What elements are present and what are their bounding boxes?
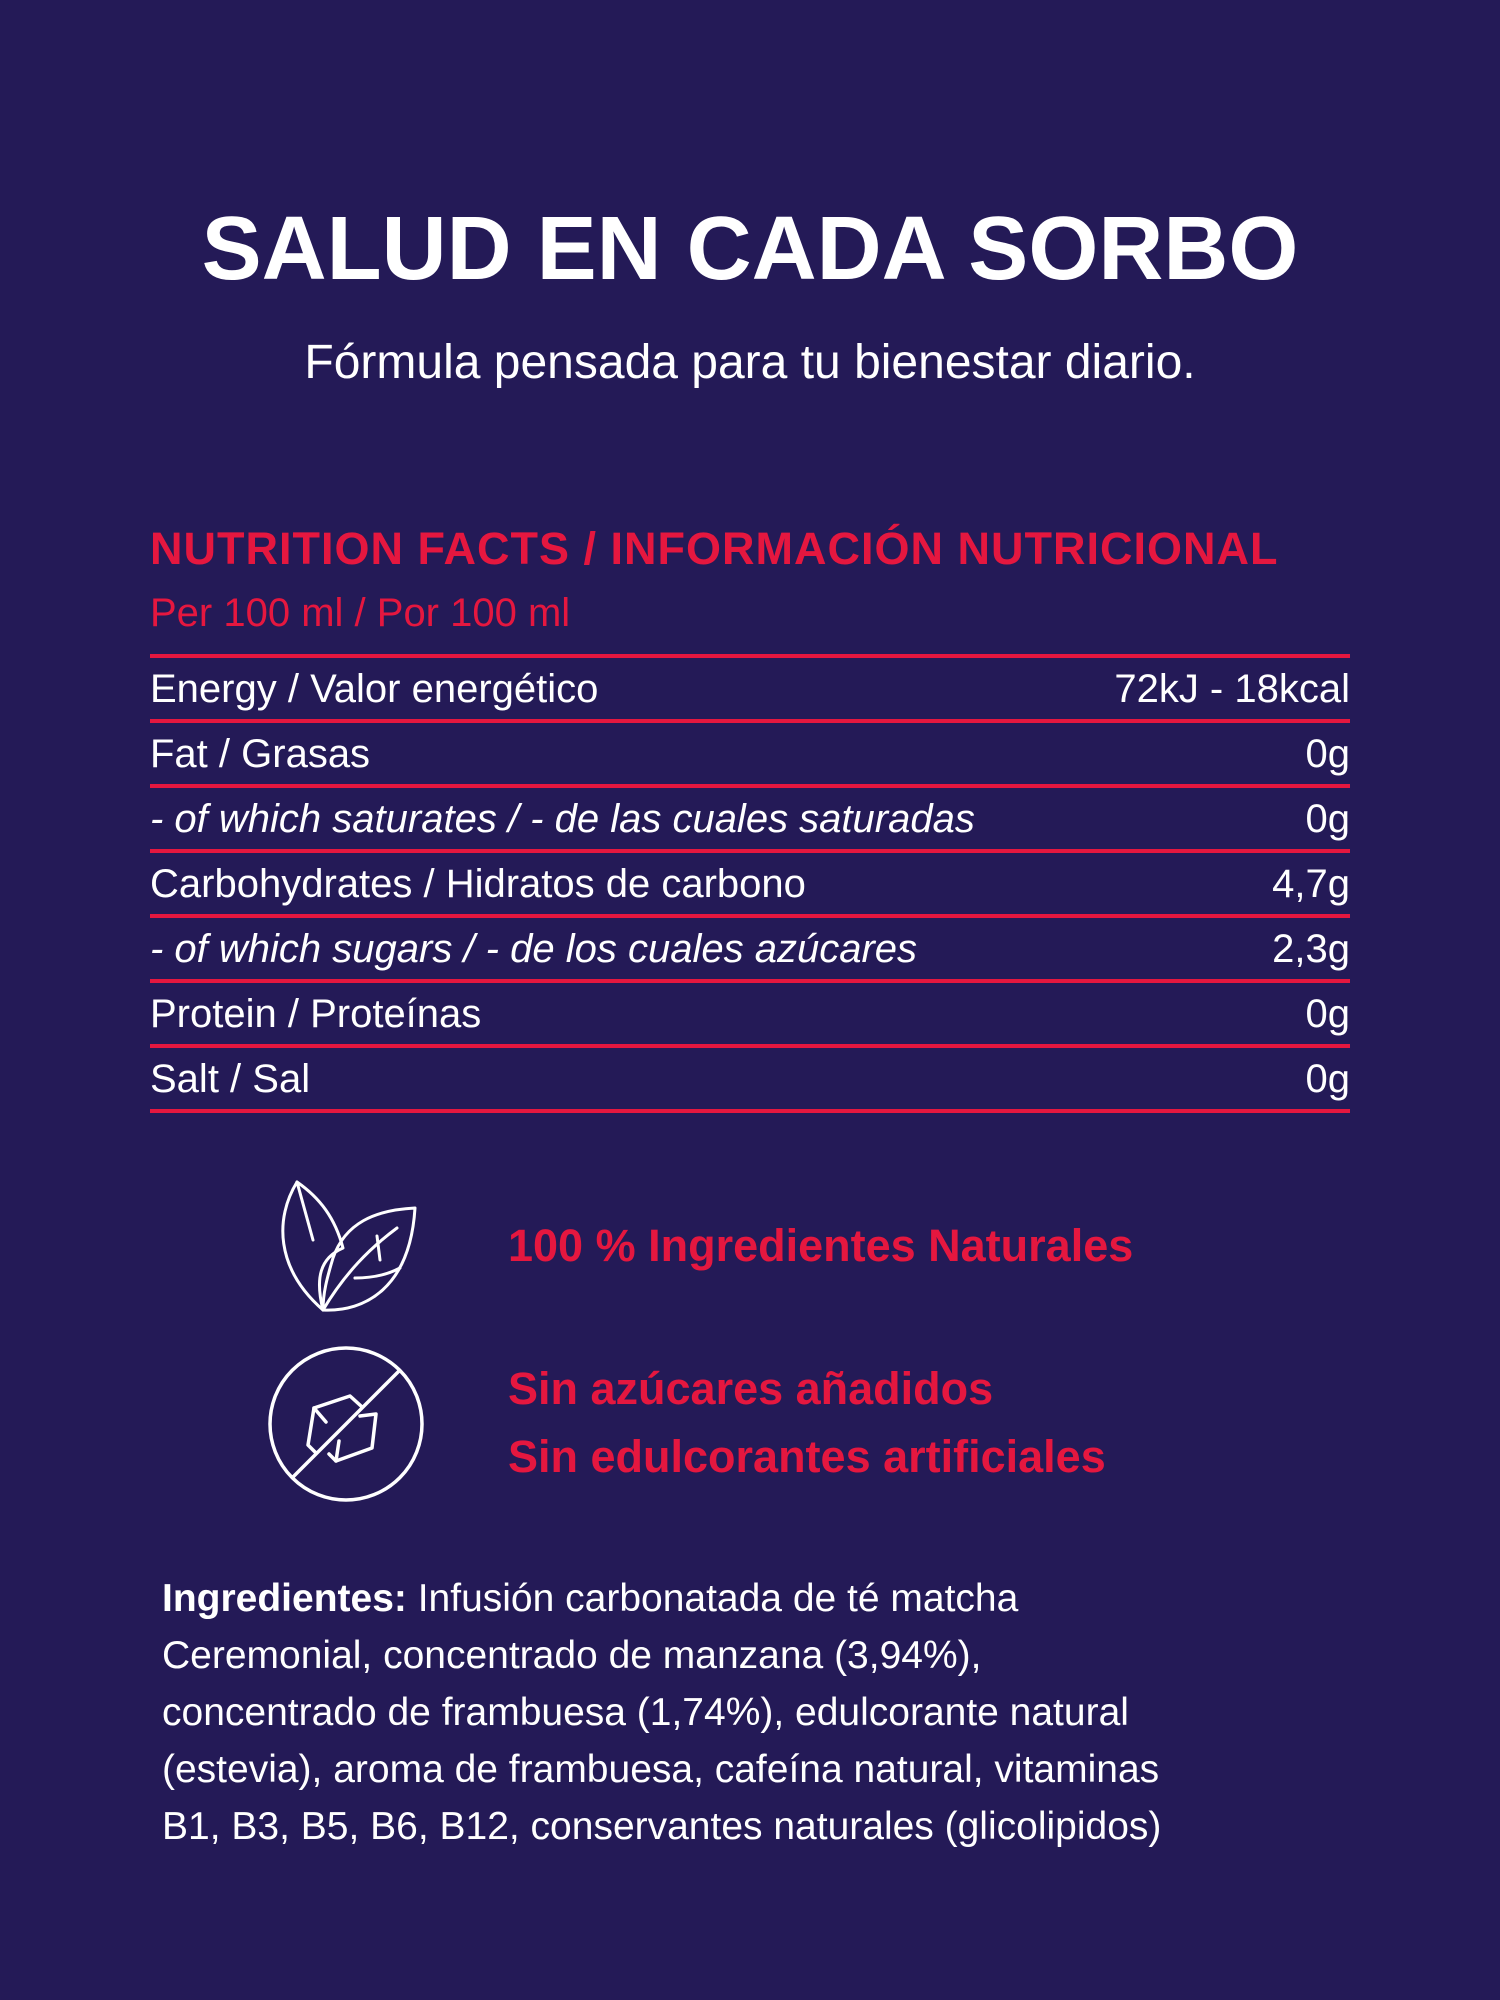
page-title: SALUD EN CADA SORBO — [201, 199, 1299, 299]
nutrient-value: 0g — [1305, 1057, 1351, 1101]
nutrition-row: - of which sugars / - de los cuales azúc… — [150, 918, 1350, 983]
nutrition-heading: NUTRITION FACTS / INFORMACIÓN NUTRICIONA… — [150, 523, 1279, 574]
nutrition-table: Energy / Valor energético 72kJ - 18kcal F… — [150, 654, 1350, 1113]
ingredients-line: (estevia), aroma de frambuesa, cafeína n… — [162, 1748, 1160, 1791]
nutrition-row: Protein / Proteínas 0g — [150, 983, 1350, 1048]
nutrient-label: Protein / Proteínas — [150, 992, 482, 1036]
nutrient-value: 0g — [1305, 732, 1351, 776]
nutrient-value: 0g — [1305, 992, 1351, 1036]
nutrient-value: 72kJ - 18kcal — [1114, 667, 1350, 711]
ingredients-line: Ceremonial, concentrado de manzana (3,94… — [162, 1634, 982, 1677]
serving-size: Per 100 ml / Por 100 ml — [150, 591, 571, 635]
claim-no-added-sugar: Sin azúcares añadidos — [508, 1363, 994, 1414]
no-sugar-cube-icon — [268, 1346, 424, 1502]
nutrition-row: Fat / Grasas 0g — [150, 723, 1350, 788]
ingredients-line-text: Infusión carbonatada de té matcha — [406, 1577, 1019, 1620]
page-subtitle: Fórmula pensada para tu bienestar diario… — [304, 336, 1196, 389]
ingredients-line: Ingredientes: Infusión carbonatada de té… — [162, 1570, 1161, 1627]
nutrient-value: 2,3g — [1272, 927, 1350, 971]
nutrition-row: Carbohydrates / Hidratos de carbono 4,7g — [150, 853, 1350, 918]
ingredients-label: Ingredientes: — [162, 1577, 407, 1620]
ingredients-line: B1, B3, B5, B6, B12, conservantes natura… — [162, 1805, 1162, 1848]
nutrition-row: Salt / Sal 0g — [150, 1048, 1350, 1113]
claim-natural-ingredients: 100 % Ingredientes Naturales — [508, 1220, 1134, 1271]
claim-no-artificial-sweeteners: Sin edulcorantes artificiales — [508, 1431, 1106, 1482]
nutrient-value: 4,7g — [1272, 862, 1350, 906]
nutrition-row: - of which saturates / - de las cuales s… — [150, 788, 1350, 853]
leaves-icon — [281, 1180, 417, 1312]
nutrient-label: - of which saturates / - de las cuales s… — [150, 797, 975, 841]
nutrient-label: Energy / Valor energético — [150, 667, 599, 711]
nutrient-label: Carbohydrates / Hidratos de carbono — [150, 862, 806, 906]
nutrient-label: Fat / Grasas — [150, 732, 371, 776]
ingredients-text: Ingredientes: Infusión carbonatada de té… — [162, 1570, 1161, 1855]
nutrient-label: Salt / Sal — [150, 1057, 311, 1101]
nutrient-label: - of which sugars / - de los cuales azúc… — [150, 927, 918, 971]
nutrition-row: Energy / Valor energético 72kJ - 18kcal — [150, 658, 1350, 723]
ingredients-line: concentrado de frambuesa (1,74%), edulco… — [162, 1691, 1129, 1734]
nutrient-value: 0g — [1305, 797, 1351, 841]
